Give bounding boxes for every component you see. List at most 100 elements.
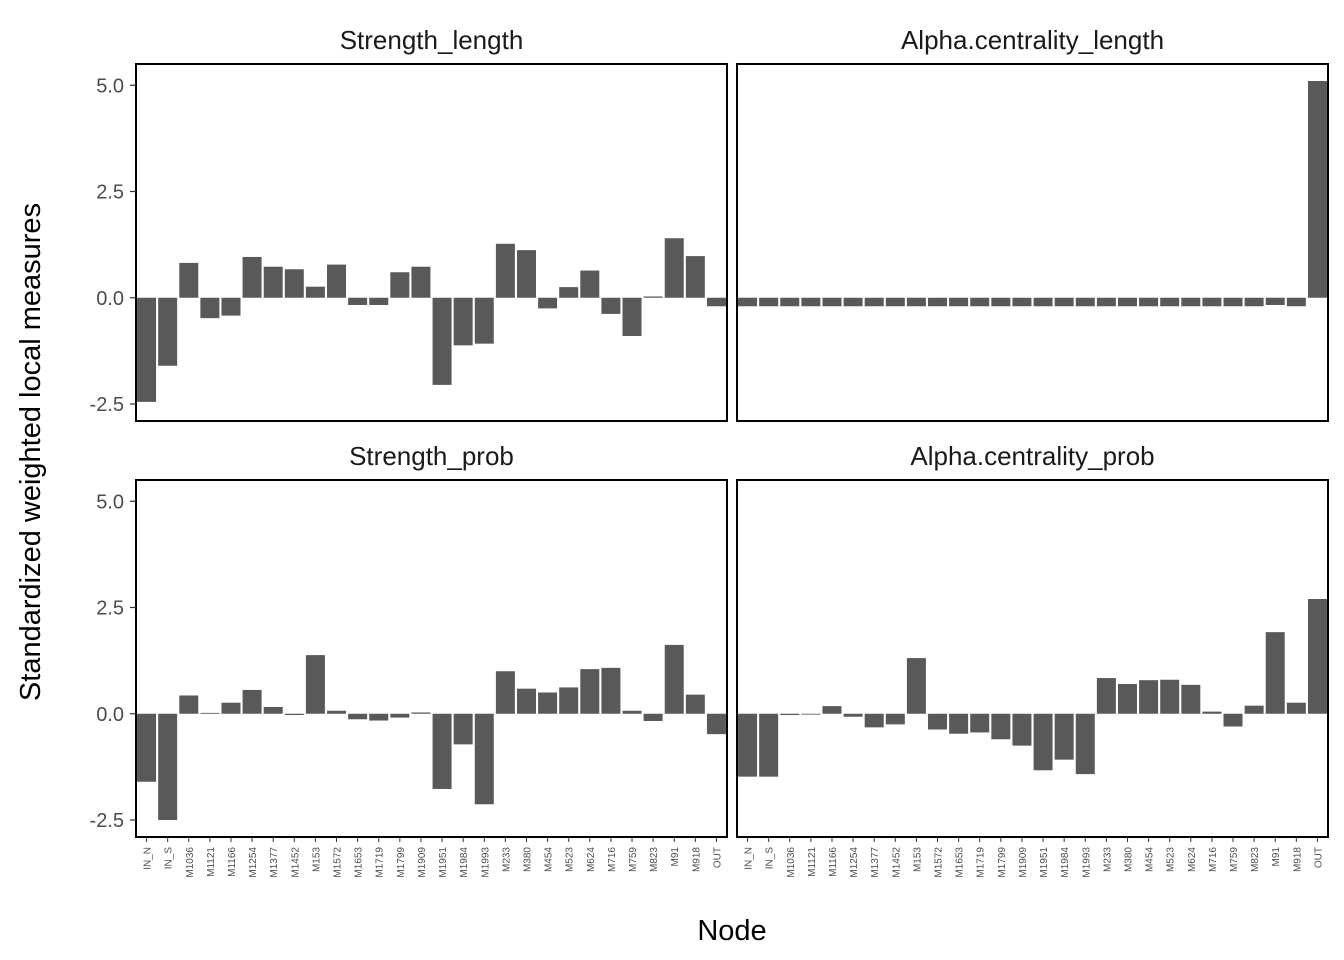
bar [928,713,948,730]
bar [664,644,684,714]
bar [991,713,1011,740]
bar [1139,297,1159,307]
y-tick-label: -2.5 [90,394,124,416]
x-tick-label: M1951 [438,847,449,878]
bar [1244,705,1264,714]
bar [284,713,304,716]
x-tick-label: M1984 [1060,847,1071,878]
bar [1012,713,1032,746]
x-tick-label: M624 [586,847,597,872]
bar [158,713,178,820]
x-tick-label: M1121 [807,847,818,877]
bar [601,297,621,314]
x-tick-label: M1572 [333,847,344,878]
panel-border [135,479,728,838]
bar [906,658,926,714]
bar [137,713,157,782]
bar [242,256,262,298]
x-tick-label: M823 [649,847,660,872]
bar [516,688,536,714]
bar [1181,684,1201,714]
bar [801,297,821,307]
bar [601,667,621,714]
facet-panel: Alpha.centrality_length [736,25,1329,422]
bar [179,262,199,298]
x-tick-label: M153 [912,847,923,872]
x-tick-label: M233 [501,847,512,872]
x-tick-label: M1993 [1081,847,1092,878]
x-tick-label: M233 [1102,847,1113,872]
bar [1244,297,1264,307]
x-tick-label: M1036 [185,847,196,878]
bar [327,710,347,714]
panel-border [135,63,728,422]
bar [305,655,325,714]
x-tick-label: M153 [311,847,322,872]
x-tick-label: M1653 [955,847,966,878]
x-tick-label: M523 [1166,847,1177,872]
bar [1265,632,1285,714]
bar [1223,713,1243,727]
bar [1033,297,1053,307]
bar [885,713,905,725]
facet-title: Strength_length [340,25,524,55]
bar [1307,599,1327,714]
bar [137,297,157,402]
bar [864,713,884,728]
y-tick-label: -2.5 [90,810,124,832]
bar [1160,679,1180,714]
x-tick-label: M1909 [1018,847,1029,878]
bar [738,713,758,777]
bar [263,266,283,298]
bar [284,269,304,298]
x-axis-title: Node [697,915,766,947]
bar [685,256,705,298]
y-tick-label: 5.0 [96,75,124,97]
bar [474,713,494,805]
x-tick-label: M1254 [248,847,259,878]
x-tick-label: M1452 [891,847,902,878]
facet-panel: Alpha.centrality_prob IN_N IN_S M1036 M1121 M… [736,441,1329,878]
x-tick-label: M759 [1229,847,1240,872]
x-tick-label: M918 [1292,847,1303,872]
bar [970,297,990,307]
x-tick-label: M759 [628,847,639,872]
x-tick-label: M1799 [997,847,1008,878]
bar [643,296,663,298]
bar [305,286,325,298]
bar [1139,680,1159,714]
bar [622,297,642,336]
bar [348,297,368,305]
bar [1054,713,1074,760]
bar [906,297,926,307]
facet-title: Alpha.centrality_prob [910,441,1154,471]
bar [1286,297,1306,307]
bar [1033,713,1053,771]
bar [348,713,368,720]
bar [200,297,220,319]
bar [759,297,779,307]
facet-panel: Strength_prob -2.5 0.0 2.5 5.0 IN_N IN_S M1036 M… [90,441,728,878]
x-tick-label: M1572 [934,847,945,878]
bar [706,713,726,735]
bar [801,713,821,715]
x-tick-label: M1951 [1039,847,1050,878]
bar [643,713,663,721]
x-tick-label: IN_S [164,847,175,870]
y-tick-label: 2.5 [96,182,124,204]
x-tick-label: M1452 [290,847,301,878]
bar [685,694,705,714]
facet-title: Alpha.centrality_length [901,25,1164,55]
y-tick-label: 5.0 [96,491,124,513]
bar [516,250,536,298]
facet-panel: Strength_length -2.5 0.0 2.5 5.0 [90,25,728,422]
x-tick-label: M1993 [480,847,491,878]
bar [1307,81,1327,298]
bar [453,297,473,346]
bar [369,297,389,305]
bar [390,713,410,718]
bar [327,264,347,298]
x-tick-label: M1984 [459,847,470,878]
bar [263,706,283,714]
